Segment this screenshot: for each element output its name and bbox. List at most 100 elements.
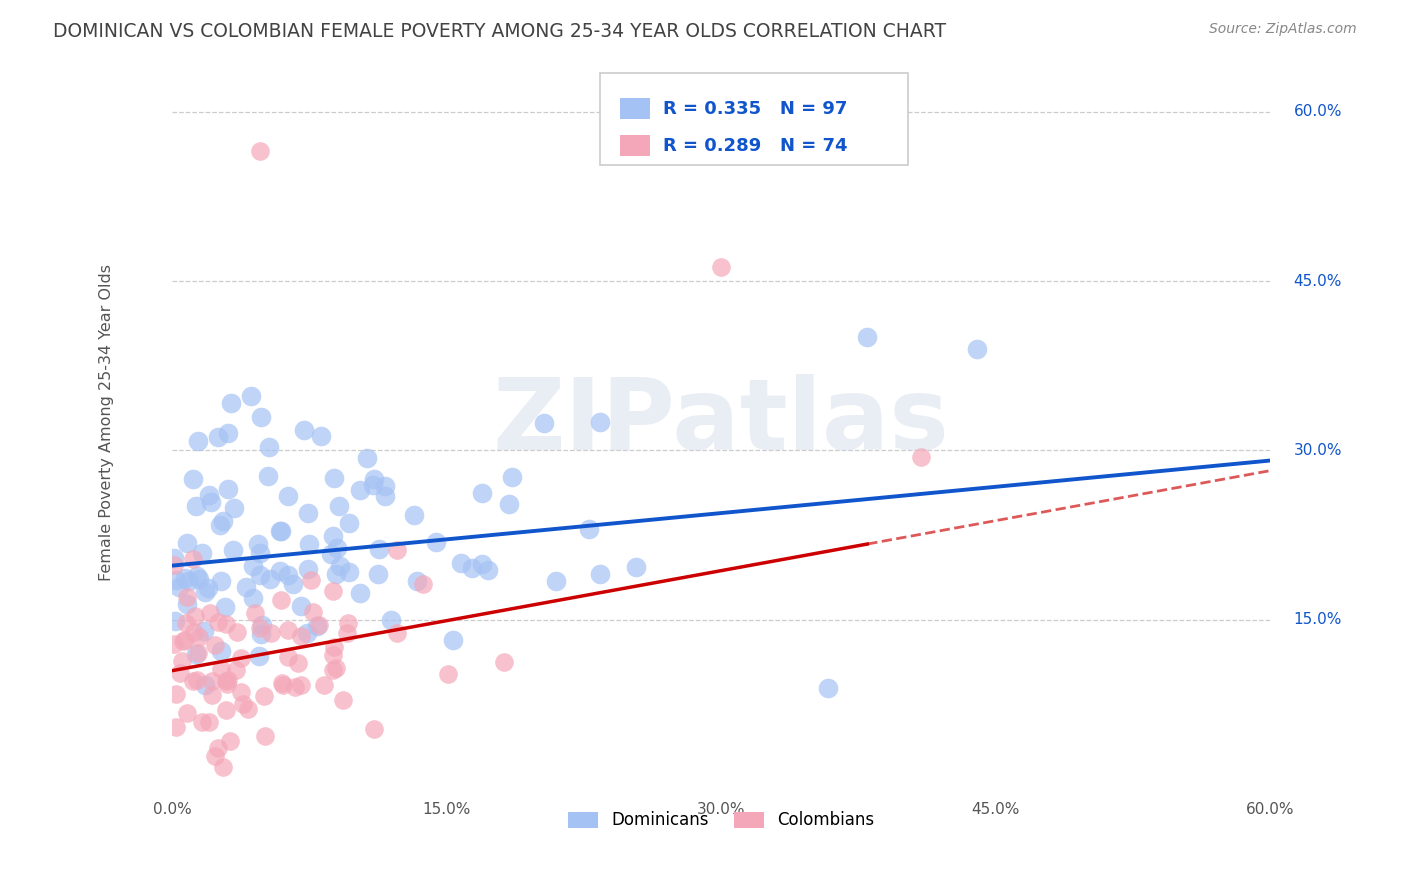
Point: [290, 629, 312, 643]
Point: [492, 655, 515, 669]
Point: [250, 410, 273, 425]
Point: [326, 541, 349, 555]
Point: [374, 489, 396, 503]
Point: [245, 606, 267, 620]
Point: [201, 674, 224, 689]
Point: [190, 546, 212, 560]
Point: [201, 688, 224, 702]
Point: [295, 625, 318, 640]
Point: [283, 681, 305, 695]
Point: [290, 599, 312, 614]
Point: [198, 488, 221, 502]
Point: [224, 500, 246, 515]
Point: [501, 470, 523, 484]
Point: [349, 586, 371, 600]
Point: [441, 632, 464, 647]
Point: [337, 565, 360, 579]
Point: [176, 536, 198, 550]
Point: [174, 615, 197, 630]
Point: [209, 574, 232, 588]
Point: [207, 741, 229, 756]
Point: [184, 647, 207, 661]
Point: [367, 567, 389, 582]
Legend: Dominicans, Colombians: Dominicans, Colombians: [561, 805, 880, 836]
Point: [356, 450, 378, 465]
Text: R = 0.335   N = 97: R = 0.335 N = 97: [664, 100, 848, 119]
Point: [329, 559, 352, 574]
Point: [167, 580, 190, 594]
Point: [163, 558, 186, 573]
Point: [297, 506, 319, 520]
Point: [187, 646, 209, 660]
Point: [314, 677, 336, 691]
Point: [186, 673, 208, 687]
Point: [194, 585, 217, 599]
Point: [249, 567, 271, 582]
Point: [270, 524, 292, 539]
Point: [209, 662, 232, 676]
Point: [176, 706, 198, 720]
Point: [247, 648, 270, 663]
Point: [578, 522, 600, 536]
Point: [276, 623, 298, 637]
Point: [367, 541, 389, 556]
Point: [270, 593, 292, 607]
Point: [257, 468, 280, 483]
Point: [214, 600, 236, 615]
Point: [254, 729, 277, 743]
Point: [226, 625, 249, 640]
Point: [336, 626, 359, 640]
Point: [349, 483, 371, 497]
Point: [269, 524, 291, 538]
Point: [425, 534, 447, 549]
Point: [302, 606, 325, 620]
Point: [589, 566, 612, 581]
Point: [260, 626, 283, 640]
Point: [624, 559, 647, 574]
Point: [165, 614, 187, 628]
Point: [305, 619, 328, 633]
Point: [361, 478, 384, 492]
Point: [187, 434, 209, 449]
Point: [197, 581, 219, 595]
Point: [249, 546, 271, 560]
Point: [385, 543, 408, 558]
Point: [461, 561, 484, 575]
Point: [198, 606, 221, 620]
Point: [179, 574, 201, 589]
Point: [200, 495, 222, 509]
Text: ZIPatlas: ZIPatlas: [492, 374, 949, 471]
Point: [242, 558, 264, 573]
Point: [174, 571, 197, 585]
Point: [209, 644, 232, 658]
Point: [589, 415, 612, 429]
Point: [337, 516, 360, 530]
Point: [218, 734, 240, 748]
Point: [165, 720, 187, 734]
Point: [193, 624, 215, 638]
Point: [187, 573, 209, 587]
Point: [225, 663, 247, 677]
Point: [194, 678, 217, 692]
Point: [259, 573, 281, 587]
Text: 45.0%: 45.0%: [1294, 274, 1341, 288]
Point: [183, 552, 205, 566]
Point: [910, 450, 932, 465]
Point: [172, 634, 194, 648]
Point: [169, 666, 191, 681]
Point: [533, 416, 555, 430]
Point: [271, 678, 294, 692]
Text: Female Poverty Among 25-34 Year Olds: Female Poverty Among 25-34 Year Olds: [98, 264, 114, 581]
Point: [250, 618, 273, 632]
Point: [219, 396, 242, 410]
Point: [204, 748, 226, 763]
Text: 30.0%: 30.0%: [1294, 443, 1341, 458]
Point: [172, 654, 194, 668]
Point: [337, 615, 360, 630]
Point: [269, 564, 291, 578]
Point: [187, 630, 209, 644]
FancyBboxPatch shape: [600, 73, 907, 165]
Point: [247, 537, 270, 551]
Point: [290, 678, 312, 692]
Point: [363, 722, 385, 736]
